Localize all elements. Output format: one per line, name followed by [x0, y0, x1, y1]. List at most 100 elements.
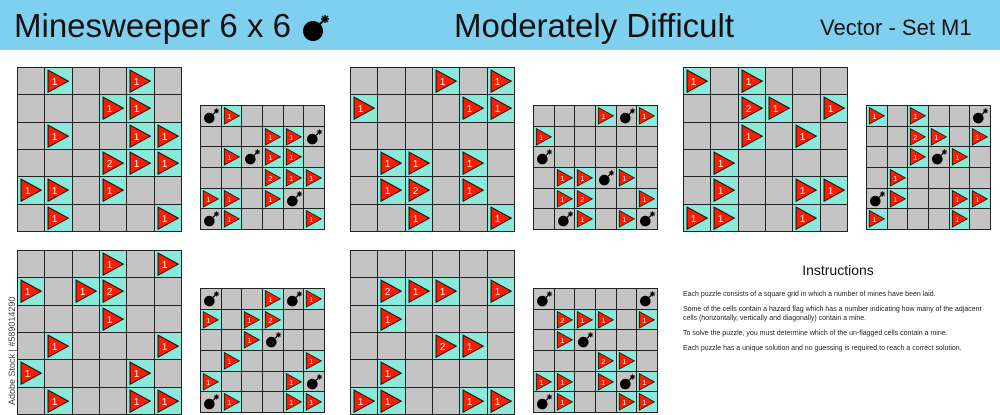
grid-cell[interactable] — [18, 305, 45, 332]
grid-cell[interactable] — [378, 95, 405, 122]
grid-cell[interactable] — [738, 150, 765, 177]
flag-cell[interactable]: 1 — [154, 122, 181, 149]
grid-cell[interactable] — [378, 122, 405, 149]
grid-cell[interactable] — [127, 177, 154, 204]
flag-cell[interactable]: 1 — [378, 177, 405, 204]
grid-cell[interactable] — [433, 150, 460, 177]
flag-cell[interactable]: 1 — [45, 333, 72, 360]
grid-cell[interactable] — [72, 95, 99, 122]
grid-cell[interactable] — [766, 122, 793, 149]
flag-cell[interactable]: 1 — [100, 95, 127, 122]
grid-cell[interactable] — [487, 150, 514, 177]
grid-cell[interactable] — [127, 204, 154, 231]
grid-cell[interactable] — [154, 305, 181, 332]
grid-cell[interactable] — [405, 68, 432, 95]
grid-cell[interactable] — [793, 150, 820, 177]
grid-cell[interactable] — [351, 204, 378, 231]
grid-cell[interactable] — [45, 95, 72, 122]
grid-cell[interactable] — [72, 360, 99, 387]
grid-cell[interactable] — [405, 251, 432, 278]
flag-cell[interactable]: 1 — [460, 333, 487, 360]
grid-cell[interactable] — [18, 95, 45, 122]
flag-cell[interactable]: 2 — [100, 150, 127, 177]
flag-cell[interactable]: 1 — [405, 204, 432, 231]
grid-cell[interactable] — [72, 150, 99, 177]
flag-cell[interactable]: 1 — [18, 177, 45, 204]
grid-cell[interactable] — [45, 251, 72, 278]
flag-cell[interactable]: 1 — [351, 387, 378, 414]
flag-cell[interactable]: 1 — [487, 387, 514, 414]
flag-cell[interactable]: 1 — [711, 177, 738, 204]
grid-cell[interactable] — [127, 278, 154, 305]
grid-cell[interactable] — [460, 204, 487, 231]
grid-cell[interactable] — [684, 95, 711, 122]
grid-cell[interactable] — [487, 122, 514, 149]
grid-cell[interactable] — [766, 177, 793, 204]
flag-cell[interactable]: 1 — [127, 360, 154, 387]
grid-cell[interactable] — [72, 177, 99, 204]
flag-cell[interactable]: 1 — [154, 150, 181, 177]
grid-cell[interactable] — [72, 251, 99, 278]
grid-cell[interactable] — [18, 204, 45, 231]
grid-cell[interactable] — [351, 150, 378, 177]
grid-cell[interactable] — [45, 360, 72, 387]
flag-cell[interactable]: 1 — [378, 387, 405, 414]
flag-cell[interactable]: 1 — [18, 278, 45, 305]
grid-cell[interactable] — [405, 333, 432, 360]
flag-cell[interactable]: 1 — [127, 387, 154, 414]
grid-cell[interactable] — [378, 251, 405, 278]
grid-cell[interactable] — [72, 333, 99, 360]
flag-cell[interactable]: 1 — [433, 278, 460, 305]
flag-cell[interactable]: 2 — [378, 278, 405, 305]
flag-cell[interactable]: 1 — [487, 204, 514, 231]
grid-cell[interactable] — [154, 95, 181, 122]
flag-cell[interactable]: 1 — [460, 150, 487, 177]
grid-cell[interactable] — [433, 204, 460, 231]
flag-cell[interactable]: 1 — [72, 278, 99, 305]
flag-cell[interactable]: 1 — [460, 387, 487, 414]
grid-cell[interactable] — [433, 122, 460, 149]
grid-cell[interactable] — [72, 68, 99, 95]
flag-cell[interactable]: 1 — [154, 333, 181, 360]
flag-cell[interactable]: 1 — [45, 387, 72, 414]
grid-cell[interactable] — [351, 68, 378, 95]
flag-cell[interactable]: 1 — [154, 251, 181, 278]
flag-cell[interactable]: 1 — [100, 305, 127, 332]
grid-cell[interactable] — [405, 95, 432, 122]
flag-cell[interactable]: 1 — [127, 150, 154, 177]
flag-cell[interactable]: 2 — [100, 278, 127, 305]
flag-cell[interactable]: 1 — [793, 204, 820, 231]
flag-cell[interactable]: 1 — [405, 150, 432, 177]
grid-cell[interactable] — [18, 387, 45, 414]
flag-cell[interactable]: 1 — [711, 150, 738, 177]
grid-cell[interactable] — [433, 177, 460, 204]
flag-cell[interactable]: 1 — [433, 68, 460, 95]
flag-cell[interactable]: 2 — [405, 177, 432, 204]
grid-cell[interactable] — [460, 68, 487, 95]
grid-cell[interactable] — [351, 177, 378, 204]
grid-cell[interactable] — [100, 387, 127, 414]
grid-cell[interactable] — [738, 204, 765, 231]
grid-cell[interactable] — [18, 68, 45, 95]
grid-cell[interactable] — [793, 68, 820, 95]
grid-cell[interactable] — [684, 122, 711, 149]
grid-cell[interactable] — [100, 204, 127, 231]
flag-cell[interactable]: 1 — [45, 177, 72, 204]
grid-cell[interactable] — [351, 333, 378, 360]
grid-cell[interactable] — [45, 150, 72, 177]
flag-cell[interactable]: 1 — [378, 360, 405, 387]
grid-cell[interactable] — [820, 68, 847, 95]
grid-cell[interactable] — [766, 68, 793, 95]
grid-cell[interactable] — [711, 68, 738, 95]
grid-cell[interactable] — [793, 95, 820, 122]
grid-cell[interactable] — [351, 251, 378, 278]
grid-cell[interactable] — [127, 305, 154, 332]
grid-cell[interactable] — [378, 68, 405, 95]
grid-cell[interactable] — [433, 387, 460, 414]
flag-cell[interactable]: 1 — [793, 177, 820, 204]
grid-cell[interactable] — [127, 333, 154, 360]
flag-cell[interactable]: 1 — [684, 204, 711, 231]
flag-cell[interactable]: 1 — [405, 278, 432, 305]
grid-cell[interactable] — [100, 68, 127, 95]
flag-cell[interactable]: 1 — [351, 95, 378, 122]
